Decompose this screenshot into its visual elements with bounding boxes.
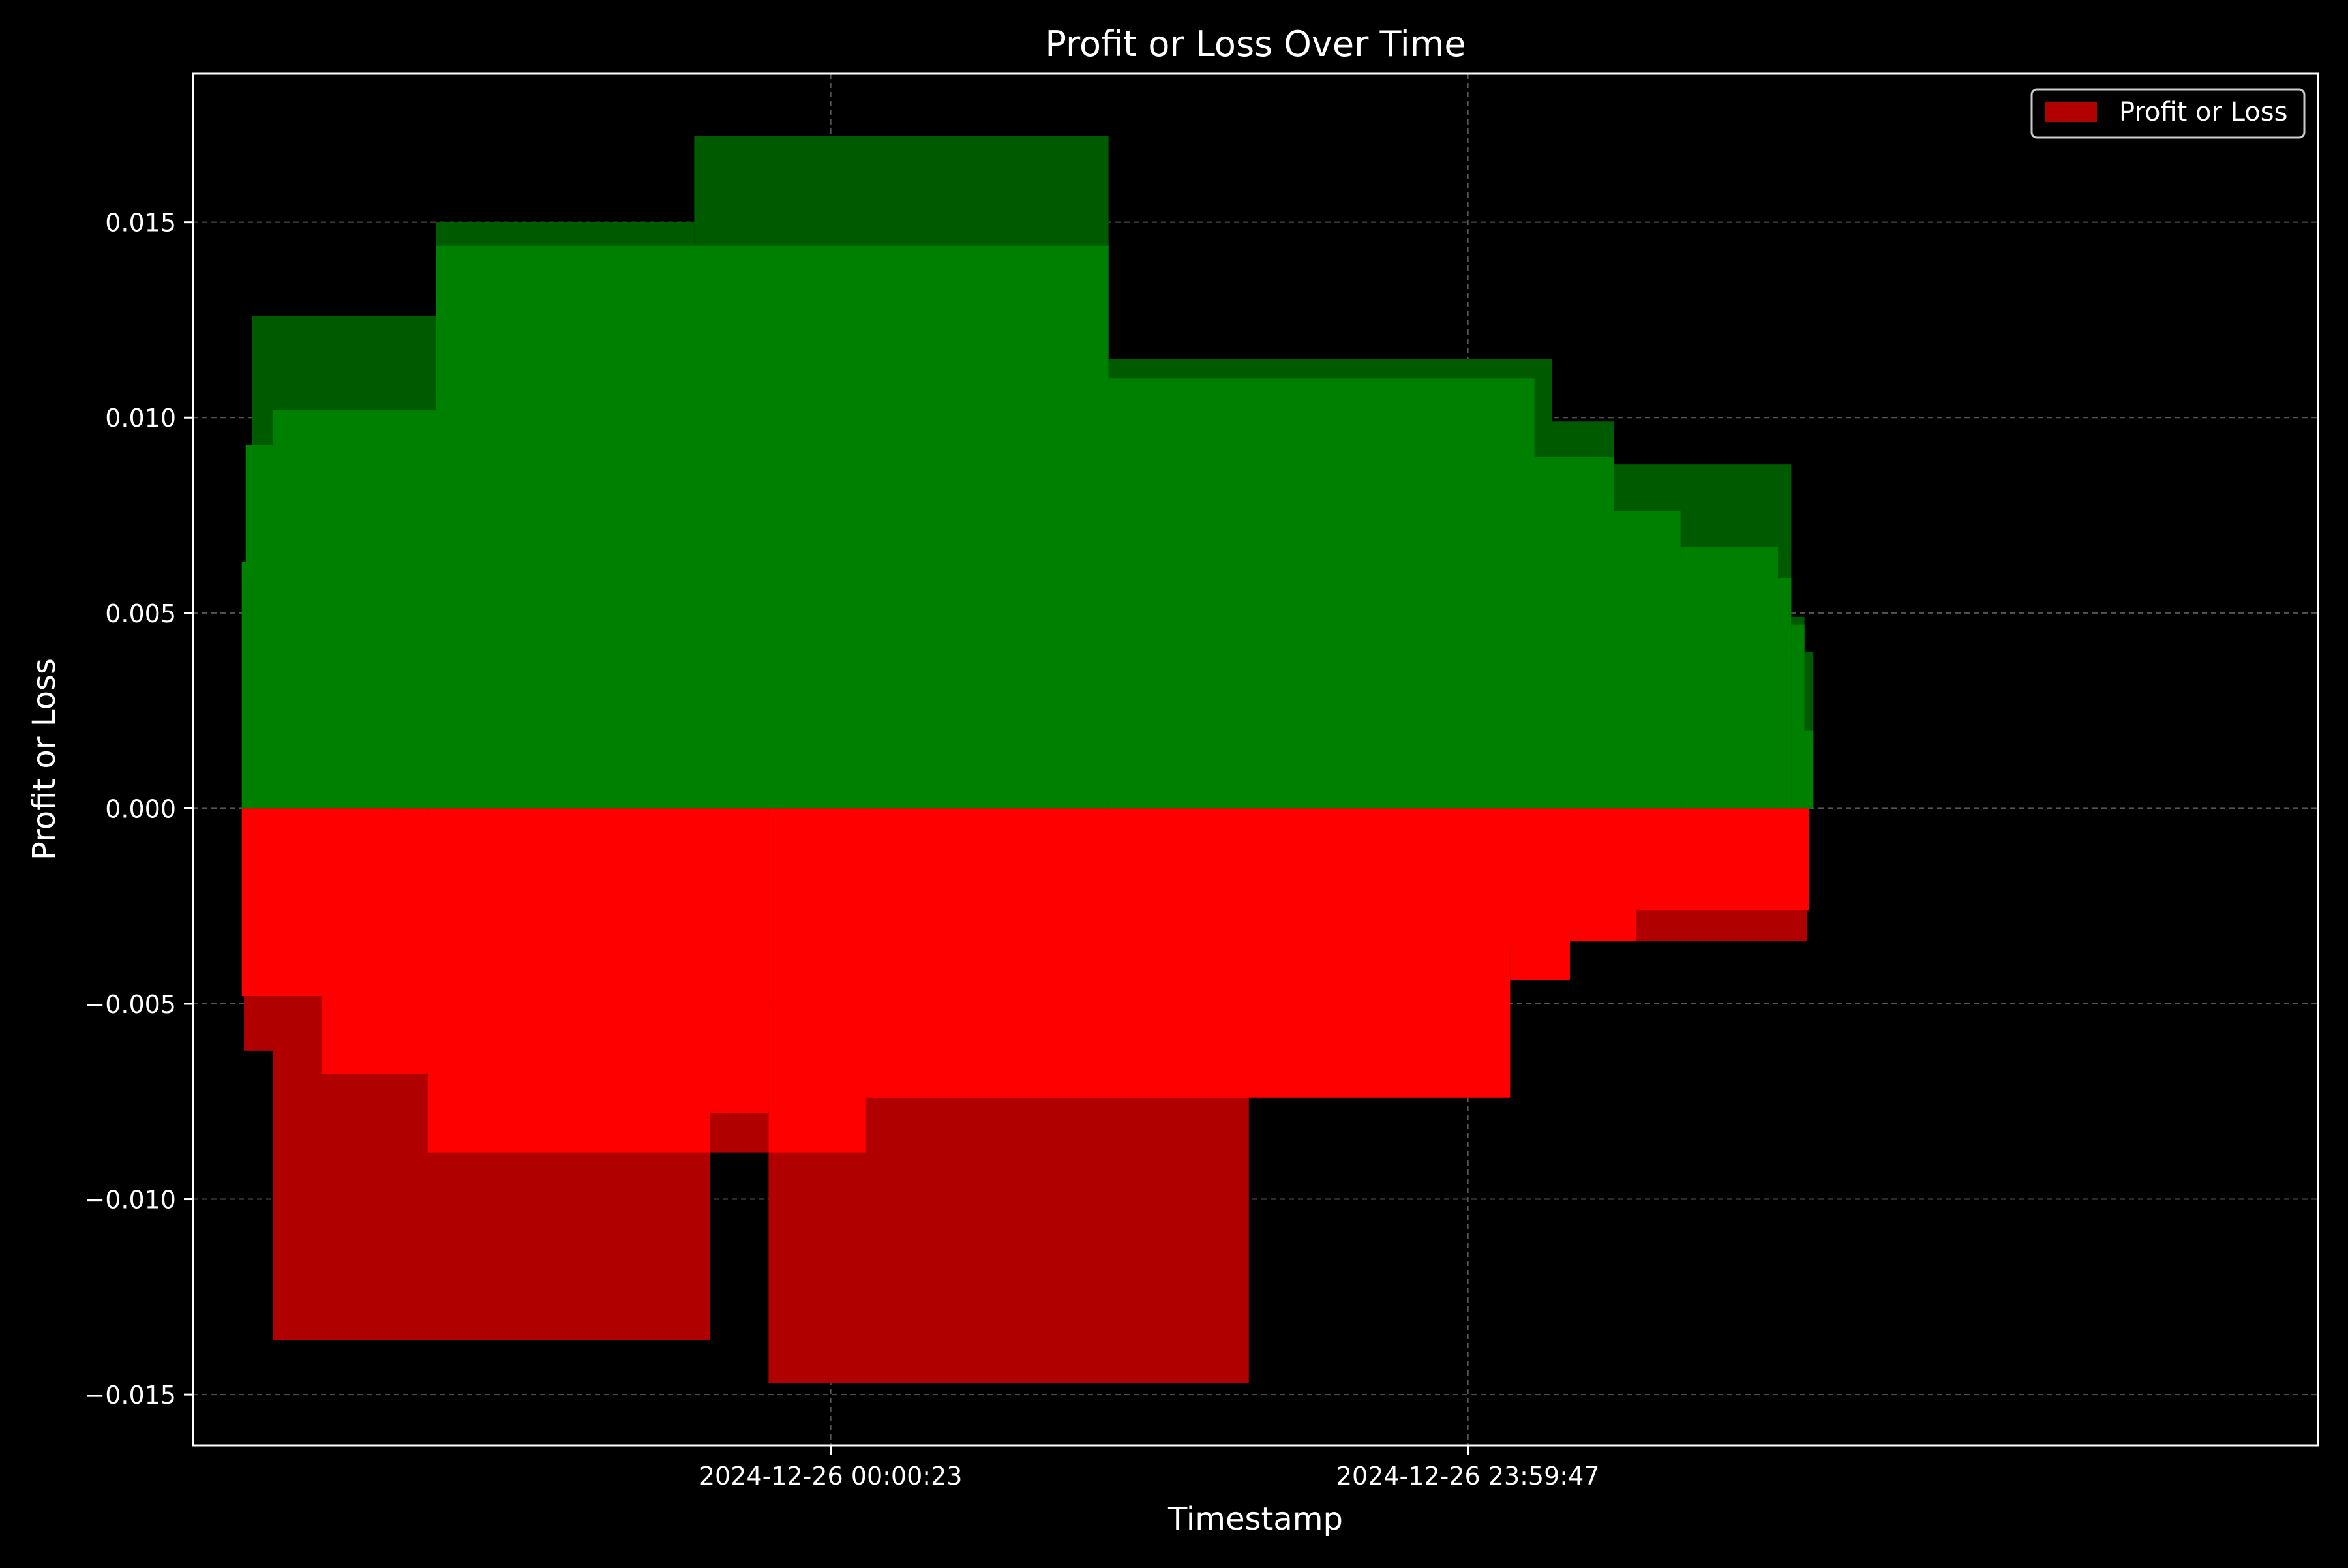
x-tick-label: 2024-12-26 00:00:23 xyxy=(699,1462,963,1490)
profit-bar xyxy=(1804,730,1814,809)
y-tick-label: 0.005 xyxy=(105,599,176,628)
loss-bar xyxy=(1510,808,1570,981)
chart-title: Profit or Loss Over Time xyxy=(1045,23,1466,65)
profit-bar xyxy=(1777,577,1792,809)
y-tick-label: 0.010 xyxy=(105,404,176,432)
y-tick-label: −0.015 xyxy=(84,1381,176,1410)
loss-bar xyxy=(865,808,1511,1098)
loss-bar xyxy=(427,808,710,1153)
x-axis-label: Timestamp xyxy=(1167,1501,1343,1537)
y-axis-label: Profit or Loss xyxy=(26,658,63,860)
legend-swatch xyxy=(2045,102,2097,122)
legend: Profit or Loss xyxy=(2030,88,2306,139)
bars-layer xyxy=(241,136,1814,1383)
plot-frame xyxy=(192,72,2319,1447)
loss-bar xyxy=(710,808,769,1113)
y-tick-label: −0.005 xyxy=(84,990,176,1019)
y-tick-label: −0.010 xyxy=(84,1186,176,1214)
loss-bar xyxy=(848,808,866,1106)
legend-box xyxy=(2030,88,2306,139)
profit-bar xyxy=(436,245,1109,809)
profit-bar xyxy=(273,410,436,809)
profit-bar xyxy=(1534,457,1614,809)
profit-bar xyxy=(1680,546,1778,809)
legend-label: Profit or Loss xyxy=(2119,97,2287,127)
loss-bar xyxy=(1569,808,1636,942)
profit-bar xyxy=(1614,511,1681,809)
y-tick-label: 0.000 xyxy=(105,794,176,823)
loss-bar xyxy=(321,808,428,1074)
profit-bar xyxy=(1791,624,1805,809)
x-ticks: 2024-12-26 00:00:23 2024-12-26 23:59:47 xyxy=(699,1445,1600,1490)
y-tick-label: 0.015 xyxy=(105,209,176,237)
profit-bar xyxy=(1108,378,1535,809)
x-tick-label: 2024-12-26 23:59:47 xyxy=(1336,1462,1600,1490)
y-ticks: −0.015 −0.010 −0.005 0.000 0.005 0.010 0.015 xyxy=(84,209,193,1410)
loss-bar xyxy=(1636,808,1809,911)
profit-bar xyxy=(241,562,252,809)
